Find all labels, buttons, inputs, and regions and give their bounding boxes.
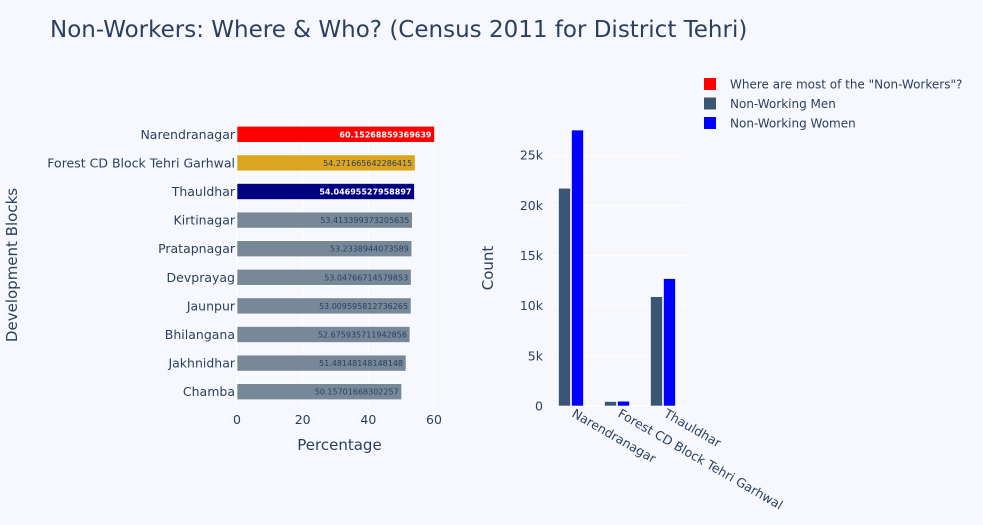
bar-data-label: 53.2338944073589	[330, 245, 409, 254]
bar[interactable]	[236, 383, 402, 401]
bar-data-label: 54.04695527958897	[319, 188, 411, 197]
legend-item[interactable]: Non-Working Men	[704, 97, 836, 111]
legend-swatch	[704, 78, 716, 90]
bar-data-label: 52.675935711942856	[318, 331, 407, 340]
bar[interactable]	[236, 354, 407, 372]
x-axis-title: Percentage	[297, 436, 381, 454]
x-tick-label: 60	[426, 412, 442, 427]
y-tick-label: Chamba	[183, 384, 235, 399]
legend-item[interactable]: Non-Working Women	[704, 117, 856, 131]
bar[interactable]	[571, 129, 584, 407]
y-tick-label: Devprayag	[167, 270, 235, 285]
y-axis-title: Count	[479, 246, 497, 291]
legend-label: Where are most of the "Non-Workers"?	[730, 78, 962, 92]
y-tick-label: Jakhnidhar	[167, 356, 235, 371]
y-axis-title: Development Blocks	[3, 188, 21, 342]
y-tick-label: 10k	[520, 298, 544, 313]
bar[interactable]	[236, 125, 435, 143]
y-tick-label: Bhilangana	[165, 327, 235, 342]
left-bar-chart: 60.15268859369639 Narendranagar 54.2716656…	[3, 120, 442, 454]
y-tick-label: Pratapnagar	[158, 241, 236, 256]
bar[interactable]	[236, 211, 413, 229]
bar[interactable]	[236, 183, 415, 200]
x-tick-label: 0	[233, 412, 241, 427]
legend-swatch	[704, 97, 716, 110]
bar[interactable]	[236, 297, 412, 315]
bar-data-label: 50.15701668302257	[315, 388, 399, 397]
y-tick-label: Kirtinagar	[174, 213, 236, 228]
bar[interactable]	[604, 401, 617, 407]
y-tick-label: 0	[535, 399, 543, 414]
bar-data-label: 51.48148148148148	[319, 359, 403, 368]
bar[interactable]	[236, 326, 411, 343]
bar[interactable]	[236, 240, 413, 258]
y-tick-label: 5k	[528, 348, 544, 363]
bar[interactable]	[650, 296, 663, 407]
bar-data-label: 53.413399373205635	[320, 216, 409, 225]
legend-swatch	[704, 117, 716, 129]
y-tick-label: Forest CD Block Tehri Garhwal	[47, 155, 235, 170]
legend[interactable]: Where are most of the "Non-Workers"? Non-…	[704, 78, 962, 131]
x-tick-label: 40	[360, 412, 376, 427]
bar[interactable]	[617, 400, 630, 407]
bar[interactable]	[663, 278, 676, 407]
y-tick-label: 15k	[520, 248, 544, 263]
bar-data-label: 53.009595812736265	[319, 302, 408, 311]
bar[interactable]	[236, 268, 412, 286]
legend-label: Non-Working Men	[730, 97, 836, 111]
bar[interactable]	[236, 154, 416, 172]
bar-data-label: 53.04766714579853	[324, 273, 408, 282]
y-tick-label: Thauldhar	[171, 184, 236, 199]
y-tick-label: 25k	[520, 148, 544, 163]
bar[interactable]	[558, 187, 571, 407]
y-tick-label: Jaunpur	[186, 298, 236, 313]
legend-item[interactable]: Where are most of the "Non-Workers"?	[704, 78, 962, 92]
y-tick-label: 20k	[520, 198, 544, 213]
x-tick-label: 20	[295, 412, 311, 427]
y-tick-label: Narendranagar	[140, 127, 235, 142]
bar-data-label: 60.15268859369639	[339, 130, 432, 139]
bar-data-label: 54.271665642286415	[323, 159, 412, 168]
chart-title: Non-Workers: Where & Who? (Census 2011 f…	[50, 17, 747, 43]
legend-label: Non-Working Women	[730, 117, 856, 131]
